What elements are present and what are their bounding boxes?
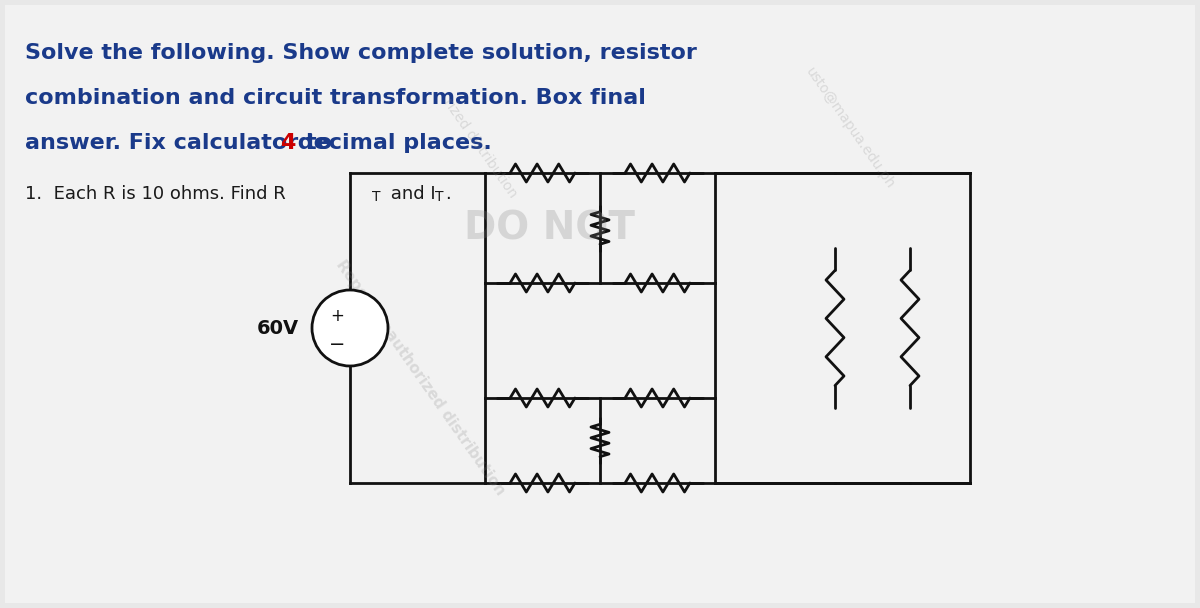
Text: usto@mapua.edu.ph: usto@mapua.edu.ph [803, 64, 898, 192]
Text: combination and circuit transformation. Box final: combination and circuit transformation. … [25, 88, 646, 108]
Text: decimal places.: decimal places. [289, 133, 491, 153]
Circle shape [312, 290, 388, 366]
Text: T: T [434, 190, 444, 204]
Text: rized distribution: rized distribution [440, 95, 520, 201]
Text: DO NOT: DO NOT [464, 209, 636, 247]
Text: Solve the following. Show complete solution, resistor: Solve the following. Show complete solut… [25, 43, 697, 63]
Text: 1.  Each R is 10 ohms. Find R: 1. Each R is 10 ohms. Find R [25, 185, 286, 203]
Text: −: − [329, 334, 346, 353]
Text: 60V: 60V [257, 319, 299, 337]
Text: 4: 4 [280, 133, 295, 153]
Text: Report unauthorized distribution: Report unauthorized distribution [332, 258, 508, 499]
Text: and I: and I [385, 185, 436, 203]
Text: answer. Fix calculator to: answer. Fix calculator to [25, 133, 340, 153]
Text: T: T [372, 190, 380, 204]
Text: .: . [445, 185, 451, 203]
Text: +: + [330, 307, 344, 325]
FancyBboxPatch shape [5, 5, 1195, 603]
